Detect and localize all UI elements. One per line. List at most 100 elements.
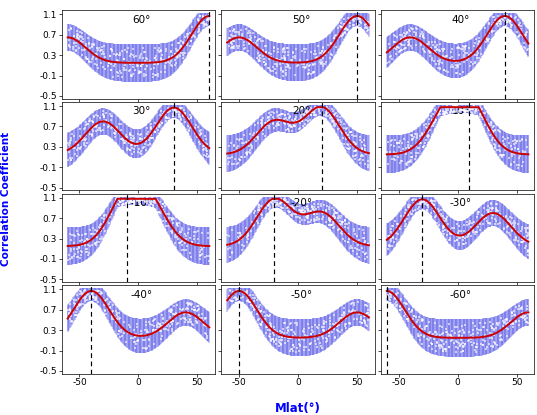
Point [309,73,317,79]
Point [171,233,179,240]
Point [74,28,83,35]
Point [464,59,473,66]
Point [386,139,395,146]
Point [513,146,522,153]
Point [179,114,187,121]
Point [66,22,75,28]
Point [478,220,487,227]
Point [154,117,163,124]
Point [470,107,478,114]
Point [171,107,180,114]
Point [146,196,154,203]
Point [358,310,366,316]
Point [413,333,422,339]
Point [383,293,392,299]
Point [238,135,246,142]
Point [305,110,314,117]
Point [524,311,532,318]
Point [314,347,323,353]
Point [228,35,237,42]
Point [111,208,120,214]
Point [484,17,493,24]
Point [506,22,515,28]
Point [154,113,163,120]
Point [146,196,154,203]
Point [493,201,502,208]
Point [353,21,361,27]
Point [432,49,441,56]
Point [429,122,438,128]
Point [173,317,182,324]
Point [186,121,195,127]
Point [91,128,100,134]
Point [264,199,273,205]
Point [139,345,147,352]
Point [325,323,334,330]
Point [482,205,491,211]
Point [101,106,110,113]
Point [129,135,138,142]
Point [307,212,316,219]
Point [125,337,133,343]
Point [129,55,138,62]
Point [420,338,429,344]
Point [473,340,481,347]
Point [270,331,279,338]
Point [250,135,258,142]
Point [331,334,339,341]
Point [514,15,523,21]
Point [389,153,397,159]
Point [201,146,210,153]
Point [457,45,466,52]
Point [307,112,315,118]
Point [517,306,526,312]
Point [104,62,112,69]
Point [193,255,201,262]
Point [510,159,518,165]
Point [256,325,265,332]
Point [194,232,203,239]
Point [86,294,95,301]
Point [229,297,238,303]
Point [228,257,236,264]
Point [236,233,245,239]
Point [500,313,509,320]
Point [275,46,284,53]
Point [274,54,282,61]
Point [255,316,263,322]
Point [130,200,139,207]
Point [435,59,444,66]
Point [333,22,342,29]
Point [124,195,132,201]
Point [299,46,307,53]
Point [347,151,355,158]
Point [404,216,413,223]
Point [489,32,498,39]
Point [352,147,360,154]
Point [189,38,198,45]
Point [88,126,96,133]
Point [504,137,513,143]
Point [310,212,319,219]
Point [386,159,394,165]
Point [176,105,184,111]
Point [263,325,272,332]
Point [414,315,423,322]
Point [296,215,304,221]
Point [503,321,512,328]
Point [291,322,299,329]
Point [115,197,124,203]
Point [227,286,236,293]
Point [100,307,109,313]
Point [517,27,525,34]
Point [262,133,270,140]
Point [288,206,297,213]
Point [313,337,321,344]
Point [130,60,139,67]
Point [127,70,135,77]
Point [331,325,339,332]
Point [390,231,398,238]
Point [258,212,266,219]
Point [408,34,417,41]
Point [468,107,476,113]
